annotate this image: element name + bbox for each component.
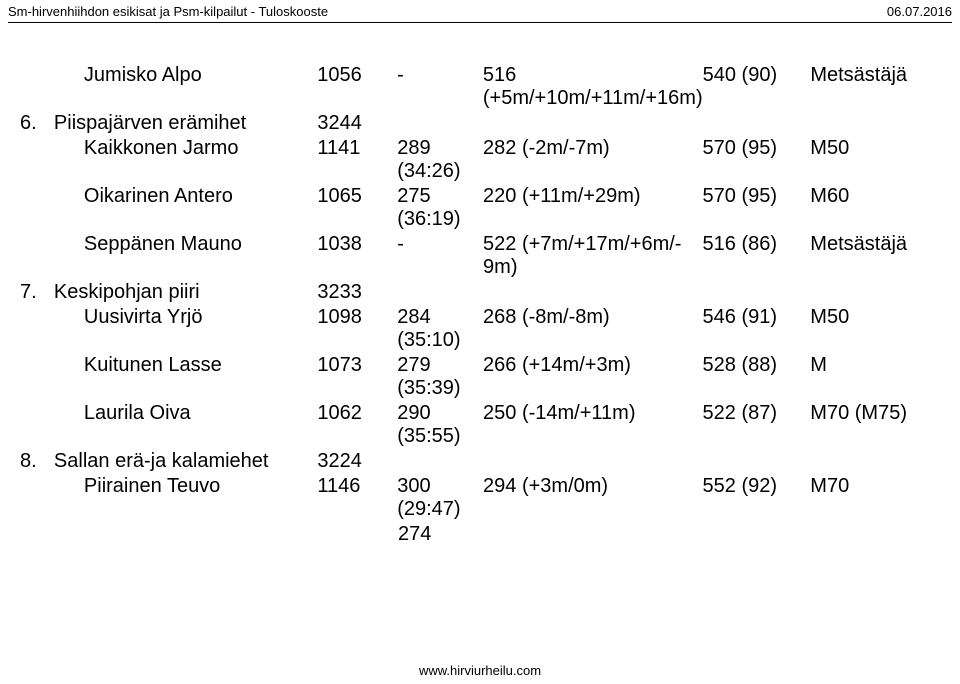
- class-cell: M50: [810, 137, 940, 160]
- diff-cell: 250 (-14m/+11m): [483, 402, 703, 425]
- diff-cell: 522 (+7m/+17m/+6m/-9m): [483, 233, 703, 279]
- rank-cell: 8.: [20, 450, 54, 473]
- name-cell: Seppänen Mauno: [54, 233, 317, 256]
- diff-cell: 516(+5m/+10m/+11m/+16m): [483, 64, 703, 110]
- name-cell: Uusivirta Yrjö: [54, 306, 317, 329]
- results-table: Jumisko Alpo1056-516(+5m/+10m/+11m/+16m)…: [20, 64, 940, 523]
- table-row: Laurila Oiva1062290(35:55)250 (-14m/+11m…: [20, 402, 940, 448]
- diff-cell: 268 (-8m/-8m): [483, 306, 703, 329]
- diff-cell: 220 (+11m/+29m): [483, 185, 703, 208]
- class-cell: M50: [810, 306, 940, 329]
- table-row: Oikarinen Antero1065275(36:19)220 (+11m/…: [20, 185, 940, 231]
- time-cell: 284(35:10): [397, 306, 483, 352]
- class-cell: Metsästäjä: [810, 233, 940, 256]
- points-cell: 3244: [317, 112, 397, 135]
- table-row: Kuitunen Lasse1073279(35:39)266 (+14m/+3…: [20, 354, 940, 400]
- header-title: Sm-hirvenhiihdon esikisat ja Psm-kilpail…: [8, 4, 328, 19]
- score-cell: 570 (95): [703, 185, 811, 208]
- orphan-number: 274: [398, 523, 431, 546]
- name-cell: Piirainen Teuvo: [54, 475, 317, 498]
- table-row: 7.Keskipohjan piiri3233: [20, 281, 940, 304]
- points-cell: 1038: [317, 233, 397, 256]
- time-cell: 289(34:26): [397, 137, 483, 183]
- header-date: 06.07.2016: [887, 4, 952, 19]
- class-cell: M: [810, 354, 940, 377]
- score-cell: 570 (95): [703, 137, 811, 160]
- name-cell: Kuitunen Lasse: [54, 354, 317, 377]
- class-cell: M70: [810, 475, 940, 498]
- time-cell: 275(36:19): [397, 185, 483, 231]
- name-cell: Laurila Oiva: [54, 402, 317, 425]
- points-cell: 1062: [317, 402, 397, 425]
- time-cell: 300(29:47): [397, 475, 483, 521]
- time-cell: -: [397, 233, 483, 256]
- table-row: Kaikkonen Jarmo1141289(34:26)282 (-2m/-7…: [20, 137, 940, 183]
- score-cell: 552 (92): [703, 475, 811, 498]
- time-cell: 290(35:55): [397, 402, 483, 448]
- score-cell: 516 (86): [703, 233, 811, 256]
- points-cell: 1073: [317, 354, 397, 377]
- name-cell: Keskipohjan piiri: [54, 281, 317, 304]
- table-row: Uusivirta Yrjö1098284(35:10)268 (-8m/-8m…: [20, 306, 940, 352]
- points-cell: 1141: [317, 137, 397, 160]
- points-cell: 1098: [317, 306, 397, 329]
- table-row: Piirainen Teuvo1146300(29:47)294 (+3m/0m…: [20, 475, 940, 521]
- score-cell: 522 (87): [703, 402, 811, 425]
- time-cell: -: [397, 64, 483, 87]
- class-cell: Metsästäjä: [810, 64, 940, 87]
- points-cell: 1056: [317, 64, 397, 87]
- table-row: 8.Sallan erä-ja kalamiehet3224: [20, 450, 940, 473]
- diff-cell: 294 (+3m/0m): [483, 475, 703, 498]
- points-cell: 3224: [317, 450, 397, 473]
- points-cell: 1065: [317, 185, 397, 208]
- table-row: 6.Piispajärven erämihet3244: [20, 112, 940, 135]
- points-cell: 1146: [317, 475, 397, 498]
- table-row: Jumisko Alpo1056-516(+5m/+10m/+11m/+16m)…: [20, 64, 940, 110]
- table-row: Seppänen Mauno1038-522 (+7m/+17m/+6m/-9m…: [20, 233, 940, 279]
- page-footer: www.hirviurheilu.com: [0, 663, 960, 678]
- rank-cell: 6.: [20, 112, 54, 135]
- name-cell: Sallan erä-ja kalamiehet: [54, 450, 317, 473]
- page-header: Sm-hirvenhiihdon esikisat ja Psm-kilpail…: [8, 4, 952, 19]
- score-cell: 528 (88): [703, 354, 811, 377]
- diff-cell: 266 (+14m/+3m): [483, 354, 703, 377]
- name-cell: Jumisko Alpo: [54, 64, 317, 87]
- name-cell: Kaikkonen Jarmo: [54, 137, 317, 160]
- name-cell: Oikarinen Antero: [54, 185, 317, 208]
- time-cell: 279(35:39): [397, 354, 483, 400]
- points-cell: 3233: [317, 281, 397, 304]
- header-divider: [8, 22, 952, 23]
- class-cell: M70 (M75): [810, 402, 940, 425]
- class-cell: M60: [810, 185, 940, 208]
- score-cell: 540 (90): [703, 64, 811, 87]
- rank-cell: 7.: [20, 281, 54, 304]
- name-cell: Piispajärven erämihet: [54, 112, 317, 135]
- score-cell: 546 (91): [703, 306, 811, 329]
- diff-cell: 282 (-2m/-7m): [483, 137, 703, 160]
